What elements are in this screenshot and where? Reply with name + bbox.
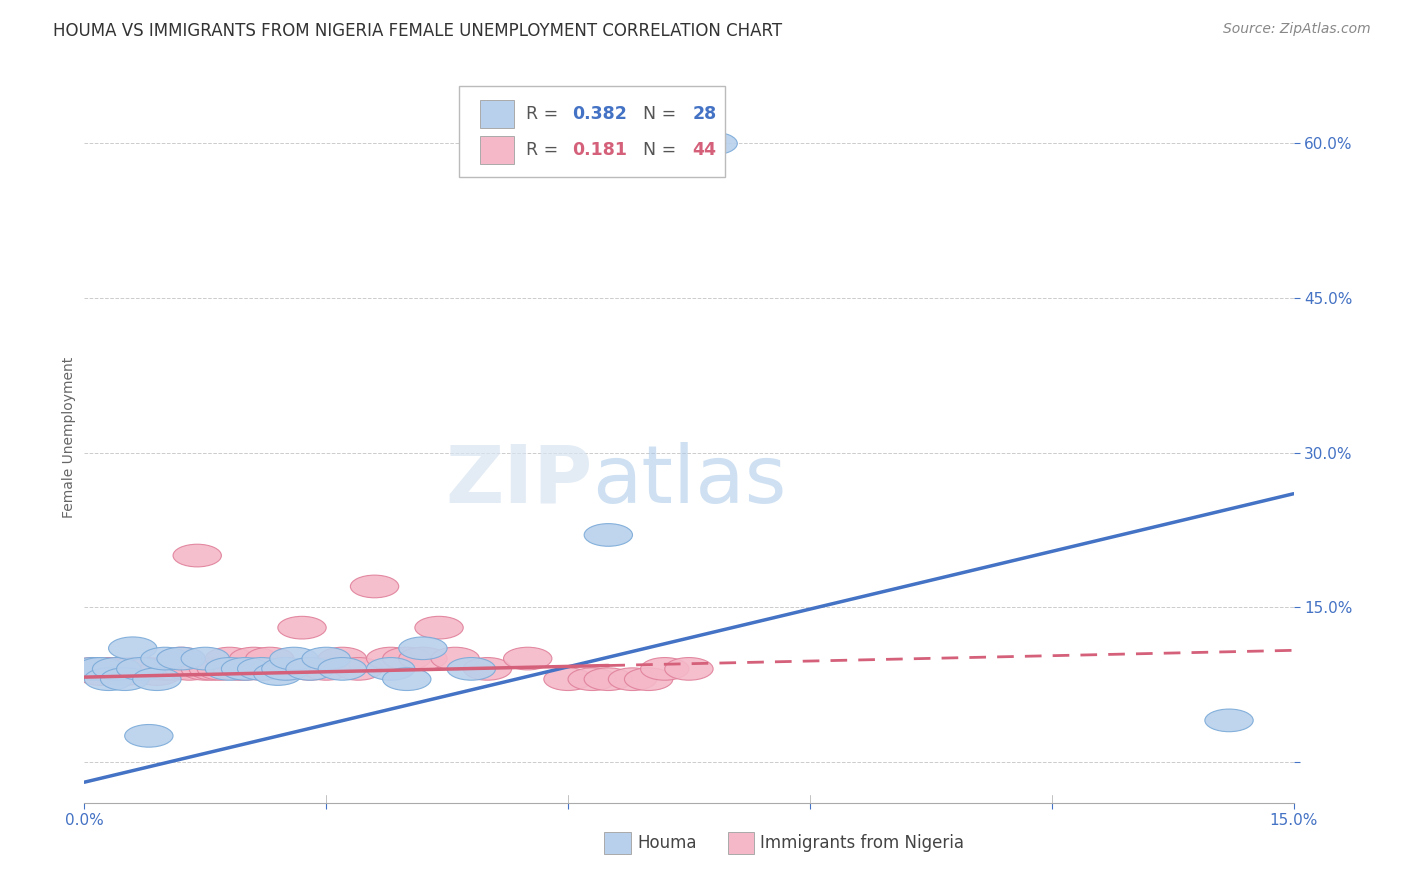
Ellipse shape	[100, 663, 149, 685]
Ellipse shape	[583, 524, 633, 546]
Ellipse shape	[205, 657, 253, 681]
Ellipse shape	[214, 657, 262, 681]
Ellipse shape	[190, 657, 238, 681]
FancyBboxPatch shape	[605, 832, 631, 854]
Ellipse shape	[181, 648, 229, 670]
Ellipse shape	[285, 657, 335, 681]
Ellipse shape	[132, 663, 181, 685]
Ellipse shape	[367, 657, 415, 681]
Ellipse shape	[609, 668, 657, 690]
Ellipse shape	[141, 648, 190, 670]
Text: 28: 28	[693, 104, 717, 123]
Ellipse shape	[318, 657, 367, 681]
Ellipse shape	[246, 648, 294, 670]
Text: HOUMA VS IMMIGRANTS FROM NIGERIA FEMALE UNEMPLOYMENT CORRELATION CHART: HOUMA VS IMMIGRANTS FROM NIGERIA FEMALE …	[53, 22, 783, 40]
Ellipse shape	[382, 668, 432, 690]
Text: ZIP: ZIP	[444, 442, 592, 520]
Y-axis label: Female Unemployment: Female Unemployment	[62, 357, 76, 517]
Ellipse shape	[141, 657, 190, 681]
Ellipse shape	[665, 657, 713, 681]
Ellipse shape	[270, 648, 318, 670]
Ellipse shape	[447, 657, 495, 681]
Ellipse shape	[84, 657, 132, 681]
Ellipse shape	[181, 657, 229, 681]
Text: R =: R =	[526, 104, 564, 123]
FancyBboxPatch shape	[479, 136, 513, 163]
Ellipse shape	[84, 668, 132, 690]
Ellipse shape	[117, 657, 165, 681]
Ellipse shape	[125, 724, 173, 747]
Ellipse shape	[262, 657, 311, 681]
Text: N =: N =	[633, 104, 682, 123]
Ellipse shape	[689, 132, 737, 155]
Ellipse shape	[221, 657, 270, 681]
Ellipse shape	[624, 668, 673, 690]
Ellipse shape	[197, 657, 246, 681]
Ellipse shape	[93, 657, 141, 681]
Ellipse shape	[285, 657, 335, 681]
Ellipse shape	[302, 648, 350, 670]
Text: R =: R =	[526, 141, 569, 159]
FancyBboxPatch shape	[728, 832, 754, 854]
Ellipse shape	[335, 657, 382, 681]
FancyBboxPatch shape	[460, 86, 725, 178]
Ellipse shape	[157, 648, 205, 670]
Ellipse shape	[76, 663, 125, 685]
Ellipse shape	[318, 648, 367, 670]
Ellipse shape	[117, 657, 165, 681]
Ellipse shape	[157, 648, 205, 670]
Ellipse shape	[132, 668, 181, 690]
Ellipse shape	[278, 616, 326, 639]
Text: atlas: atlas	[592, 442, 786, 520]
Ellipse shape	[93, 657, 141, 681]
Ellipse shape	[108, 657, 157, 681]
Text: 0.181: 0.181	[572, 141, 627, 159]
Ellipse shape	[149, 657, 197, 681]
Ellipse shape	[544, 668, 592, 690]
Ellipse shape	[173, 544, 221, 567]
Ellipse shape	[568, 668, 616, 690]
Text: Source: ZipAtlas.com: Source: ZipAtlas.com	[1223, 22, 1371, 37]
Ellipse shape	[125, 657, 173, 681]
Ellipse shape	[100, 668, 149, 690]
Ellipse shape	[238, 657, 285, 681]
Ellipse shape	[262, 657, 311, 681]
Ellipse shape	[399, 637, 447, 659]
Ellipse shape	[221, 657, 270, 681]
Text: Houma: Houma	[637, 834, 696, 852]
Ellipse shape	[165, 657, 214, 681]
Ellipse shape	[583, 668, 633, 690]
Ellipse shape	[238, 657, 285, 681]
Ellipse shape	[1205, 709, 1253, 731]
Ellipse shape	[253, 663, 302, 685]
Text: N =: N =	[633, 141, 682, 159]
Ellipse shape	[399, 648, 447, 670]
Ellipse shape	[382, 648, 432, 670]
Text: 0.382: 0.382	[572, 104, 627, 123]
FancyBboxPatch shape	[479, 100, 513, 128]
Ellipse shape	[69, 657, 117, 681]
Ellipse shape	[229, 648, 278, 670]
Ellipse shape	[503, 648, 553, 670]
Text: 44: 44	[693, 141, 717, 159]
Ellipse shape	[302, 657, 350, 681]
Ellipse shape	[350, 575, 399, 598]
Ellipse shape	[205, 648, 253, 670]
Ellipse shape	[69, 657, 117, 681]
Ellipse shape	[432, 648, 479, 670]
Ellipse shape	[108, 637, 157, 659]
Ellipse shape	[76, 657, 125, 681]
Text: Immigrants from Nigeria: Immigrants from Nigeria	[761, 834, 965, 852]
Ellipse shape	[415, 616, 463, 639]
Ellipse shape	[641, 657, 689, 681]
Ellipse shape	[463, 657, 512, 681]
Ellipse shape	[367, 648, 415, 670]
